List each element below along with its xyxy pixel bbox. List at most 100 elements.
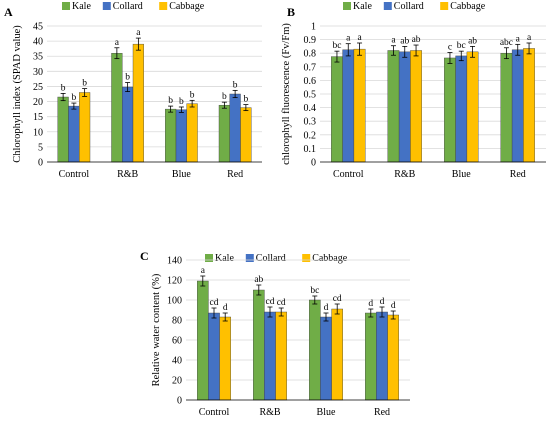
legend-item: Cabbage bbox=[159, 1, 205, 12]
panel-b: B Kale Collard Cabbage 0 0.1 0.2 0.3 0.4 0.5 0.6 0.… bbox=[281, 1, 546, 180]
significance-letter: cd bbox=[266, 297, 275, 307]
y-tick-label: 15 bbox=[33, 112, 43, 123]
bar bbox=[342, 49, 355, 163]
significance-letter: a bbox=[391, 36, 396, 46]
significance-letter: a bbox=[201, 266, 206, 276]
bar bbox=[186, 103, 198, 163]
legend-swatch bbox=[245, 254, 254, 262]
significance-letter: d bbox=[368, 299, 373, 309]
bar bbox=[165, 108, 177, 163]
y-tick-label: 120 bbox=[167, 276, 182, 287]
bar bbox=[275, 311, 288, 401]
y-tick-label: 0.7 bbox=[304, 62, 317, 73]
legend-label: Kale bbox=[72, 1, 91, 12]
legend-label: Cabbage bbox=[312, 253, 348, 264]
x-tick-label: R&B bbox=[259, 407, 280, 418]
y-tick-label: 0.9 bbox=[304, 35, 317, 46]
significance-letter: b bbox=[72, 93, 77, 103]
y-tick-label: 40 bbox=[172, 356, 182, 367]
bar bbox=[264, 311, 276, 401]
significance-letter: c bbox=[448, 43, 452, 53]
legend-swatch bbox=[343, 2, 351, 10]
x-tick-label: Red bbox=[374, 407, 390, 418]
bar bbox=[208, 312, 220, 401]
bar bbox=[79, 92, 91, 163]
significance-letter: d bbox=[380, 297, 385, 307]
y-tick-label: 40 bbox=[33, 37, 43, 48]
bar bbox=[410, 50, 422, 163]
significance-letter: cd bbox=[333, 294, 342, 304]
panel-c: C Kale Collard Cabbage 0 20 40 60 80 100 120 140 Rel… bbox=[140, 249, 410, 418]
y-tick-label: 10 bbox=[33, 127, 43, 138]
x-tick-label: Red bbox=[227, 169, 243, 180]
significance-letter: a bbox=[527, 33, 532, 43]
bar bbox=[252, 289, 265, 401]
legend-label: Cabbage bbox=[450, 1, 486, 12]
panel-label: C bbox=[140, 249, 149, 263]
bar bbox=[122, 86, 134, 163]
legend-swatch bbox=[62, 2, 70, 10]
significance-letter: ab bbox=[412, 35, 421, 45]
legend-item: Kale bbox=[62, 1, 91, 12]
significance-letter: a bbox=[346, 34, 351, 44]
legend-label: Kale bbox=[215, 253, 234, 264]
significance-letter: abc bbox=[500, 38, 513, 48]
y-tick-label: 20 bbox=[172, 376, 182, 387]
y-tick-label: 1 bbox=[311, 22, 316, 33]
significance-letter: ab bbox=[468, 36, 477, 46]
legend-swatch bbox=[302, 254, 311, 262]
significance-letter: ab bbox=[254, 275, 263, 285]
y-tick-label: 140 bbox=[167, 256, 182, 267]
legend-item: Cabbage bbox=[302, 253, 348, 264]
x-tick-label: Control bbox=[199, 407, 230, 418]
significance-letter: a bbox=[115, 38, 120, 48]
significance-letter: b bbox=[82, 79, 87, 89]
y-tick-label: 25 bbox=[33, 82, 43, 93]
bar bbox=[309, 299, 321, 401]
significance-letter: d bbox=[391, 301, 396, 311]
legend-label: Kale bbox=[353, 1, 372, 12]
legend-label: Cabbage bbox=[169, 1, 205, 12]
x-tick-label: Control bbox=[59, 169, 90, 180]
y-tick-label: 35 bbox=[33, 52, 43, 63]
y-axis-label: Chlorophyll index (SPAD value) bbox=[12, 25, 23, 163]
bar bbox=[229, 93, 241, 163]
legend-label: Collard bbox=[256, 253, 286, 264]
y-axis-label: chlorophyll fluorescence (Fv/Fm) bbox=[281, 23, 292, 165]
x-tick-label: R&B bbox=[394, 169, 415, 180]
y-tick-label: 100 bbox=[167, 296, 182, 307]
bar bbox=[387, 50, 400, 163]
bar bbox=[398, 51, 411, 163]
y-tick-label: 60 bbox=[172, 336, 182, 347]
legend-item: Kale bbox=[205, 253, 234, 264]
bar bbox=[196, 280, 209, 401]
significance-letter: d bbox=[223, 303, 228, 313]
significance-letter: bc bbox=[332, 41, 341, 51]
bar bbox=[511, 49, 524, 163]
y-tick-label: 0.1 bbox=[304, 144, 317, 155]
significance-letter: b bbox=[222, 92, 227, 102]
panel-label: B bbox=[287, 5, 295, 19]
legend-item: Cabbage bbox=[440, 1, 486, 12]
bar bbox=[331, 56, 343, 163]
legend-swatch bbox=[159, 2, 168, 10]
y-tick-label: 45 bbox=[33, 22, 43, 33]
y-tick-label: 5 bbox=[38, 142, 43, 153]
x-tick-label: Blue bbox=[317, 407, 336, 418]
significance-letter: b bbox=[179, 97, 184, 107]
bar bbox=[500, 53, 513, 163]
bar bbox=[331, 308, 344, 401]
y-tick-label: 20 bbox=[33, 97, 43, 108]
y-tick-label: 30 bbox=[33, 67, 43, 78]
bar bbox=[466, 51, 479, 163]
bar bbox=[455, 55, 468, 163]
x-tick-label: R&B bbox=[117, 169, 138, 180]
bar bbox=[175, 109, 187, 163]
y-tick-label: 0 bbox=[177, 396, 182, 407]
bar bbox=[523, 48, 535, 163]
significance-letter: cd bbox=[277, 298, 286, 308]
legend-swatch bbox=[440, 2, 449, 10]
significance-letter: b bbox=[168, 96, 173, 106]
legend-swatch bbox=[102, 2, 111, 10]
